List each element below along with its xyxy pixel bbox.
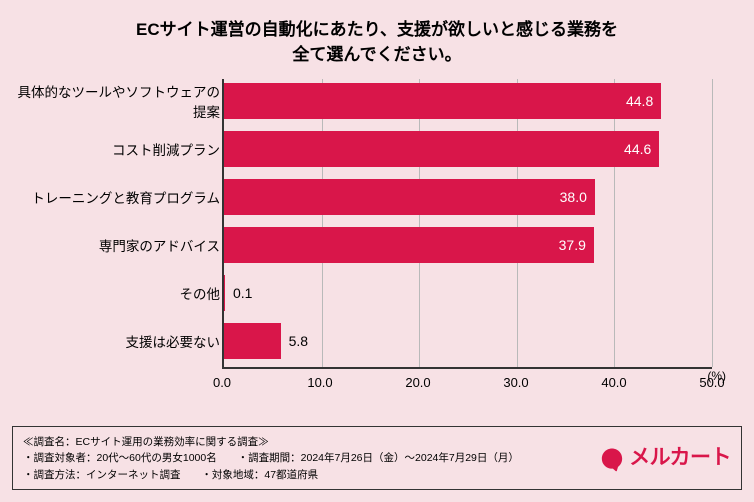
bar-value: 5.8 [289, 333, 308, 349]
bar-category-label: トレーニングと教育プログラム [8, 179, 220, 215]
bar-row: 0.1 [224, 275, 712, 311]
survey-region: ・対象地域：47都道府県 [201, 469, 318, 481]
survey-respondents: ・調査対象者：20代～60代の男女1000名 [23, 452, 217, 464]
bar-category-label: 専門家のアドバイス [8, 227, 220, 263]
x-tick: 30.0 [503, 375, 528, 390]
bar-value: 44.6 [624, 141, 651, 157]
bar-category-label: 具体的なツールやソフトウェアの提案 [8, 83, 220, 119]
bar: 0.1 [224, 275, 225, 311]
survey-meta: ≪調査名：ECサイト運用の業務効率に関する調査≫ ・調査対象者：20代～60代の… [23, 434, 599, 483]
gridline [712, 79, 713, 367]
bar-row: 5.8 [224, 323, 712, 359]
bar-row: 44.6 [224, 131, 712, 167]
bar-value: 37.9 [559, 237, 586, 253]
x-tick: 40.0 [601, 375, 626, 390]
brand-logo: メルカート [599, 442, 731, 475]
bar-value: 38.0 [560, 189, 587, 205]
bar-row: 44.8 [224, 83, 712, 119]
bar-row: 38.0 [224, 179, 712, 215]
x-tick: 20.0 [405, 375, 430, 390]
x-tick: 0.0 [213, 375, 231, 390]
survey-method: ・調査方法：インターネット調査 [23, 469, 181, 481]
bar-category-label: 支援は必要ない [8, 323, 220, 359]
bar-category-label: コスト削減プラン [8, 131, 220, 167]
bar-value: 44.8 [626, 93, 653, 109]
survey-name: ≪調査名：ECサイト運用の業務効率に関する調査≫ [23, 434, 599, 450]
x-tick: 10.0 [307, 375, 332, 390]
bar: 37.9 [224, 227, 594, 263]
chart: 44.8 44.6 38.0 37.9 0.1 5.8 0.0 10.0 20.0 30.0 40… [4, 79, 722, 403]
bar-category-label: その他 [8, 275, 220, 311]
bar: 5.8 [224, 323, 281, 359]
brand-logo-icon [599, 446, 625, 472]
bar: 38.0 [224, 179, 595, 215]
survey-footer: ≪調査名：ECサイト運用の業務効率に関する調査≫ ・調査対象者：20代～60代の… [12, 426, 742, 490]
bar: 44.8 [224, 83, 661, 119]
x-axis-unit: (%) [707, 369, 726, 383]
x-axis-ticks: 0.010.020.030.040.050.0 [222, 375, 712, 395]
brand-logo-text: メルカート [629, 442, 731, 475]
bar-row: 37.9 [224, 227, 712, 263]
survey-period: ・調査期間：2024年7月26日（金）～2024年7月29日（月） [238, 452, 519, 464]
chart-title: ECサイト運営の自動化にあたり、支援が欲しいと感じる業務を 全て選んでください。 [0, 0, 754, 75]
plot-area: 44.8 44.6 38.0 37.9 0.1 5.8 [222, 79, 712, 369]
bar: 44.6 [224, 131, 659, 167]
bar-value: 0.1 [233, 285, 252, 301]
